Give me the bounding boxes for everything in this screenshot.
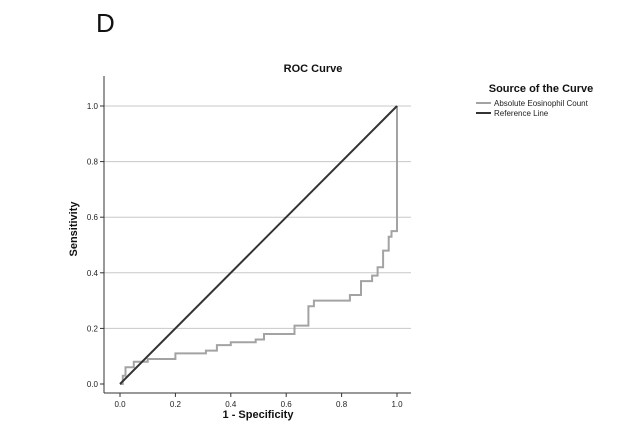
y-tick-label: 0.8 <box>87 158 99 167</box>
reference-line <box>119 105 398 385</box>
x-tick-label: 0.8 <box>336 400 348 409</box>
x-tick-label: 0.6 <box>281 400 293 409</box>
x-axis-label: 1 - Specificity <box>223 409 295 421</box>
y-tick-label: 0.6 <box>87 213 99 222</box>
chart-title: ROC Curve <box>284 63 343 75</box>
axes <box>100 76 411 397</box>
legend-entry-label: Absolute Eosinophil Count <box>494 99 589 108</box>
legend: Source of the Curve Absolute Eosinophil … <box>476 83 593 118</box>
y-tick-label: 0.4 <box>87 269 99 278</box>
tick-labels: 0.0 0.2 0.4 0.6 0.8 1.0 0.0 0.2 0.4 0.6 0.8 1.0 <box>87 102 403 409</box>
y-axis-label: Sensitivity <box>68 201 80 257</box>
panel-label: D <box>96 8 115 38</box>
roc-curve-line <box>120 106 398 385</box>
y-tick-label: 0.2 <box>87 324 99 333</box>
x-tick-label: 0.2 <box>170 400 182 409</box>
legend-entry-label: Reference Line <box>494 109 549 118</box>
x-tick-label: 0.0 <box>114 400 126 409</box>
x-tick-label: 0.4 <box>225 400 237 409</box>
grid-lines <box>104 105 411 329</box>
y-tick-label: 0.0 <box>87 380 99 389</box>
y-tick-label: 1.0 <box>87 102 99 111</box>
x-tick-label: 1.0 <box>391 400 403 409</box>
series-lines <box>119 105 398 385</box>
legend-title: Source of the Curve <box>489 83 594 95</box>
